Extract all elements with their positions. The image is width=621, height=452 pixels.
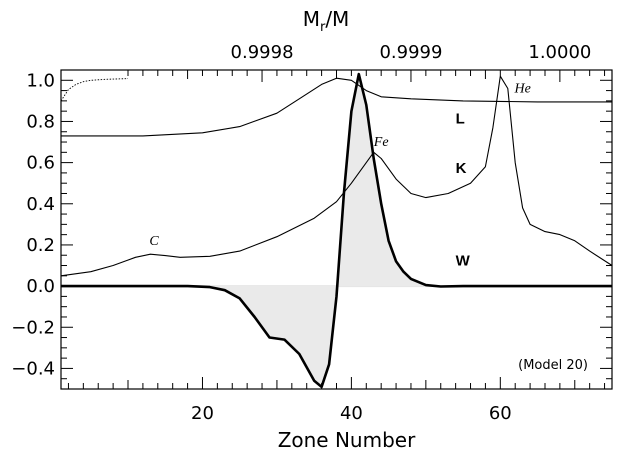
series-label-w: W	[456, 253, 471, 270]
element-label: Fe	[373, 135, 389, 150]
series-dotted-line	[60, 78, 129, 102]
x-tick-label: 40	[340, 403, 363, 424]
top-axis-title-main: M	[303, 7, 320, 31]
element-label: He	[513, 82, 530, 97]
w-shaded-area	[61, 74, 612, 387]
series-w-line	[61, 72, 612, 389]
y-tick-label: −0.2	[11, 317, 55, 338]
x-tick-label: 20	[191, 403, 214, 424]
label-layer: −0.4 −0.2 0.0 0.2 0.4 0.6 0.8 1.0 20 40 60 0.9998 0.…	[11, 42, 591, 424]
y-tick-label: 0.6	[26, 153, 55, 174]
x-axis-title: Zone Number	[278, 428, 416, 452]
model-annotation: (Model 20)	[518, 358, 588, 373]
y-tick-label: −0.4	[11, 358, 55, 379]
top-axis-title-sub: r	[320, 20, 326, 35]
series-label-k: K	[456, 160, 467, 177]
y-tick-label: 0.0	[26, 276, 55, 297]
tick-layer	[61, 70, 612, 390]
top-axis-title-tail: /M	[325, 7, 349, 31]
plot-frame	[60, 69, 613, 390]
x-tick-label: 60	[489, 403, 512, 424]
y-tick-label: 0.8	[26, 111, 55, 132]
curve-layer	[60, 72, 613, 389]
y-tick-label: 0.4	[26, 194, 55, 215]
series-label-l: L	[456, 111, 465, 128]
element-label: C	[149, 234, 159, 249]
top-tick-label: 0.9999	[379, 42, 442, 63]
top-tick-label: 0.9998	[231, 42, 294, 63]
series-k-line	[60, 75, 613, 277]
top-tick-label: 1.0000	[528, 42, 591, 63]
y-tick-label: 1.0	[26, 70, 55, 91]
y-tick-label: 0.2	[26, 235, 55, 256]
shade-layer	[61, 74, 612, 387]
top-axis-title: Mr/M	[303, 7, 350, 35]
